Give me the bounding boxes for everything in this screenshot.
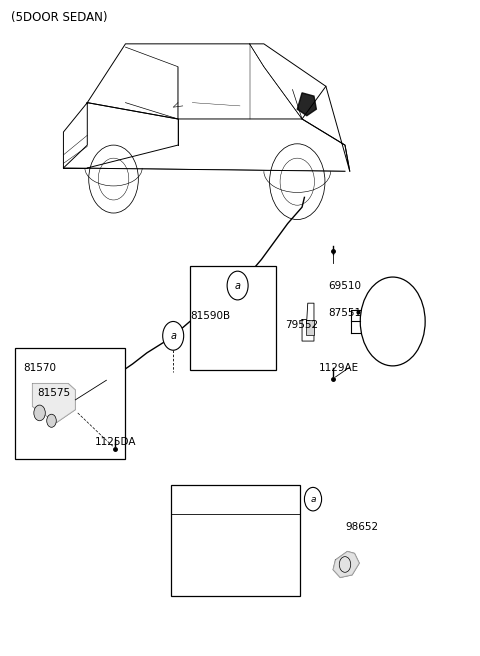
Text: a: a bbox=[310, 495, 316, 504]
Bar bbox=[15, 348, 125, 459]
Circle shape bbox=[47, 414, 56, 427]
Text: 81575: 81575 bbox=[37, 388, 70, 398]
Circle shape bbox=[304, 487, 322, 511]
Circle shape bbox=[227, 271, 248, 300]
Text: (5DOOR SEDAN): (5DOOR SEDAN) bbox=[11, 11, 108, 24]
Text: 98652: 98652 bbox=[345, 522, 378, 532]
Bar bbox=[171, 485, 300, 596]
Text: 1129AE: 1129AE bbox=[319, 363, 359, 373]
Polygon shape bbox=[297, 93, 316, 115]
Polygon shape bbox=[33, 384, 75, 422]
Text: 81570: 81570 bbox=[23, 363, 56, 373]
Circle shape bbox=[34, 405, 45, 420]
Text: a: a bbox=[170, 331, 176, 341]
Text: 69510: 69510 bbox=[328, 281, 361, 291]
Circle shape bbox=[163, 321, 184, 350]
Text: 87551: 87551 bbox=[328, 308, 361, 318]
Text: 1125DA: 1125DA bbox=[95, 437, 136, 447]
Bar bbox=[190, 266, 276, 371]
Text: 81590B: 81590B bbox=[190, 311, 230, 321]
Bar bbox=[306, 320, 314, 335]
Text: 79552: 79552 bbox=[285, 319, 318, 330]
Text: a: a bbox=[235, 281, 240, 291]
Polygon shape bbox=[333, 552, 360, 577]
